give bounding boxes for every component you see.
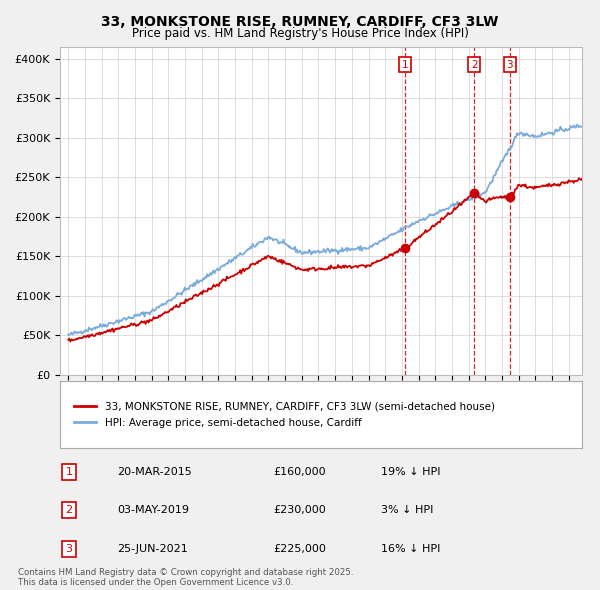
Text: 25-JUN-2021: 25-JUN-2021 bbox=[117, 544, 188, 553]
Text: 03-MAY-2019: 03-MAY-2019 bbox=[117, 506, 189, 515]
Text: 3: 3 bbox=[65, 544, 73, 553]
Legend: 33, MONKSTONE RISE, RUMNEY, CARDIFF, CF3 3LW (semi-detached house), HPI: Average: 33, MONKSTONE RISE, RUMNEY, CARDIFF, CF3… bbox=[70, 398, 498, 431]
Text: 16% ↓ HPI: 16% ↓ HPI bbox=[381, 544, 440, 553]
Text: 1: 1 bbox=[65, 467, 73, 477]
Text: 2: 2 bbox=[471, 60, 478, 70]
Text: 1: 1 bbox=[402, 60, 409, 70]
Text: 3% ↓ HPI: 3% ↓ HPI bbox=[381, 506, 433, 515]
Text: £230,000: £230,000 bbox=[273, 506, 326, 515]
Text: 3: 3 bbox=[506, 60, 513, 70]
Text: 33, MONKSTONE RISE, RUMNEY, CARDIFF, CF3 3LW: 33, MONKSTONE RISE, RUMNEY, CARDIFF, CF3… bbox=[101, 15, 499, 29]
Text: £160,000: £160,000 bbox=[273, 467, 326, 477]
Text: £225,000: £225,000 bbox=[273, 544, 326, 553]
Text: 19% ↓ HPI: 19% ↓ HPI bbox=[381, 467, 440, 477]
Text: 2: 2 bbox=[65, 506, 73, 515]
Text: Price paid vs. HM Land Registry's House Price Index (HPI): Price paid vs. HM Land Registry's House … bbox=[131, 27, 469, 40]
Text: 20-MAR-2015: 20-MAR-2015 bbox=[117, 467, 192, 477]
Text: Contains HM Land Registry data © Crown copyright and database right 2025.
This d: Contains HM Land Registry data © Crown c… bbox=[18, 568, 353, 587]
